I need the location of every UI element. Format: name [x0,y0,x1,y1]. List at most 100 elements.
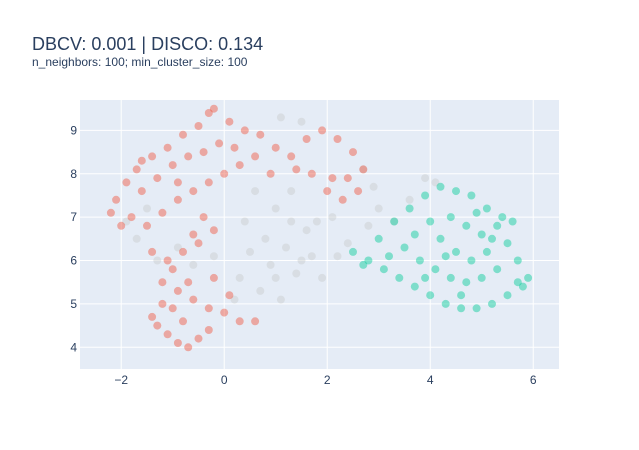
data-point-cluster-b [467,256,476,265]
data-point-cluster-a [148,152,157,161]
y-axis-ticks: 4 5 6 7 8 9 [70,123,77,354]
data-point-cluster-a [343,174,352,183]
data-point-cluster-b [462,278,471,287]
data-point-cluster-noise [421,174,430,183]
x-tick-label: 4 [427,373,434,387]
data-point-cluster-a [194,239,203,248]
data-point-cluster-b [477,273,486,282]
x-tick-label: −2 [114,373,128,387]
data-point-cluster-noise [390,217,399,226]
data-point-cluster-b [446,273,455,282]
data-point-cluster-b [446,213,455,222]
data-point-cluster-a [323,187,332,196]
data-points [106,104,533,352]
data-point-cluster-a [307,169,316,178]
x-tick-label: 6 [530,373,537,387]
data-point-cluster-a [137,187,146,196]
data-point-cluster-a [132,165,141,174]
data-point-cluster-noise [302,226,311,235]
data-point-cluster-b [395,273,404,282]
data-point-cluster-a [179,247,187,256]
data-point-cluster-b [472,208,481,217]
data-point-cluster-b [400,243,409,252]
data-point-cluster-a [271,143,280,152]
data-point-cluster-b [462,221,471,230]
data-point-cluster-a [143,221,151,230]
data-point-cluster-a [168,161,177,170]
data-point-cluster-b [379,265,388,274]
data-point-cluster-noise [431,178,440,187]
data-point-cluster-b [508,217,517,226]
y-tick-label: 7 [70,210,77,224]
data-point-cluster-b [385,252,393,261]
data-point-cluster-b [457,291,466,300]
data-point-cluster-a [112,195,121,204]
data-point-cluster-noise [307,252,316,261]
data-point-cluster-b [431,265,440,274]
data-point-cluster-b [493,221,502,230]
data-point-cluster-noise [235,273,244,282]
data-point-cluster-a [235,161,244,170]
data-point-cluster-a [209,104,218,113]
data-point-cluster-noise [240,217,249,226]
data-point-cluster-a [127,213,136,222]
y-tick-label: 4 [70,340,77,354]
data-point-cluster-a [106,208,115,217]
data-point-cluster-a [199,213,208,222]
data-point-cluster-a [194,334,203,343]
data-point-cluster-a [209,273,218,282]
data-point-cluster-a [122,178,131,187]
data-point-cluster-a [240,126,249,135]
data-point-cluster-b [405,204,414,213]
data-point-cluster-noise [271,273,280,282]
data-point-cluster-noise [369,182,378,191]
data-point-cluster-noise [209,252,218,261]
data-point-cluster-b [441,299,450,308]
data-point-cluster-b [503,291,512,300]
data-point-cluster-b [452,187,460,196]
data-point-cluster-noise [153,256,162,265]
data-point-cluster-a [189,295,198,304]
data-point-cluster-a [199,148,208,157]
data-point-cluster-b [472,304,481,313]
data-point-cluster-a [173,178,182,187]
data-point-cluster-b [477,230,486,239]
data-point-cluster-b [498,213,507,222]
data-point-cluster-noise [143,204,151,213]
data-point-cluster-a [158,278,167,287]
data-point-cluster-a [153,321,162,330]
data-point-cluster-noise [364,221,373,230]
data-point-cluster-b [426,291,435,300]
data-point-cluster-noise [297,117,306,126]
data-point-cluster-noise [312,217,321,226]
data-point-cluster-b [488,234,496,243]
data-point-cluster-b [441,252,450,261]
data-point-cluster-b [493,265,502,274]
data-point-cluster-a [168,304,177,313]
data-point-cluster-a [179,317,187,326]
data-point-cluster-b [364,256,373,265]
y-tick-label: 6 [70,254,77,268]
data-point-cluster-a [189,230,198,239]
data-point-cluster-a [153,174,162,183]
data-point-cluster-noise [333,252,342,261]
data-point-cluster-b [513,278,522,287]
data-point-cluster-b [436,182,445,191]
data-point-cluster-a [230,143,239,152]
data-point-cluster-noise [132,234,141,243]
data-point-cluster-b [421,191,430,200]
data-point-cluster-a [158,208,167,217]
data-point-cluster-b [488,299,496,308]
data-point-cluster-b [482,204,491,213]
data-point-cluster-a [333,135,342,143]
data-point-cluster-b [436,234,445,243]
data-point-cluster-a [266,169,275,178]
data-point-cluster-noise [256,286,265,295]
data-point-cluster-noise [297,256,306,265]
data-point-cluster-b [349,247,357,256]
y-tick-label: 9 [70,123,77,137]
data-point-cluster-a [148,312,157,321]
data-point-cluster-a [328,174,337,183]
data-point-cluster-a [163,330,172,339]
